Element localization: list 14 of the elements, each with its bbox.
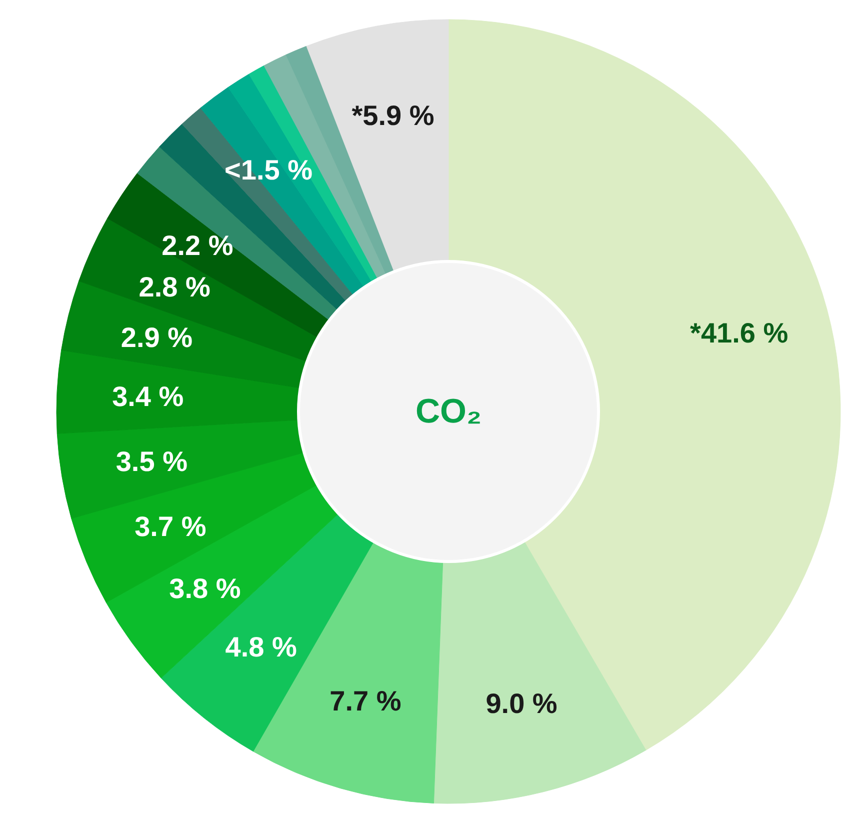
data-label: 2.2 % xyxy=(162,230,234,261)
data-label: 4.8 % xyxy=(225,632,297,662)
data-label: 2.9 % xyxy=(120,322,193,354)
data-label: 3.7 % xyxy=(134,511,206,542)
data-label: 3.4 % xyxy=(112,380,184,412)
data-label: <1.5 % xyxy=(224,154,313,186)
data-label: 3.5 % xyxy=(116,446,188,477)
data-label: *41.6 % xyxy=(690,317,788,348)
data-label: 9.0 % xyxy=(486,688,558,720)
data-label: 3.8 % xyxy=(169,572,241,604)
text: CO₂ xyxy=(415,392,482,430)
data-label: *5.9 % xyxy=(352,100,434,132)
data-label: 7.7 % xyxy=(330,685,402,716)
data-label: 2.8 % xyxy=(138,271,210,302)
